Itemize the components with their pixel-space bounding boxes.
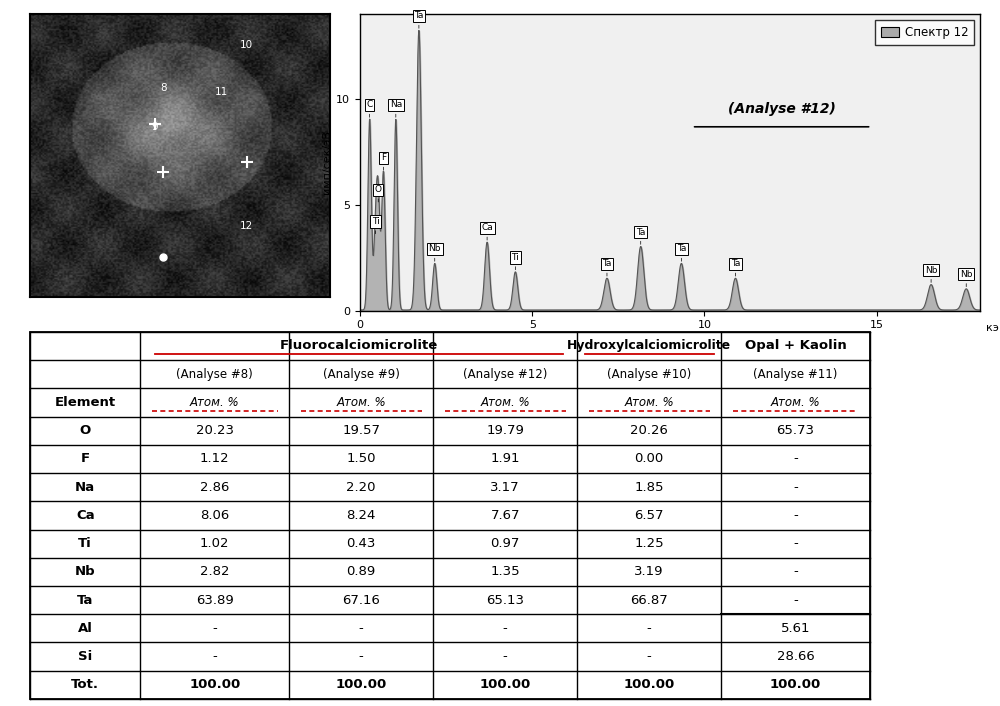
Text: 8: 8 [160, 83, 167, 92]
Text: -: - [212, 622, 217, 635]
Text: 0.43: 0.43 [347, 537, 376, 550]
Text: 100.00: 100.00 [189, 678, 240, 691]
Text: 1.91: 1.91 [490, 453, 520, 465]
Text: Nb: Nb [75, 566, 96, 578]
Y-axis label: имп/сек/эВ: имп/сек/эВ [322, 131, 332, 194]
Text: Fluorocalciomicrolite: Fluorocalciomicrolite [280, 340, 438, 352]
Text: 20.26: 20.26 [630, 424, 668, 437]
Text: Ca: Ca [481, 223, 493, 240]
Text: 1.35: 1.35 [490, 566, 520, 578]
Text: -: - [647, 622, 652, 635]
Text: 67.16: 67.16 [342, 594, 380, 606]
Text: 1.12: 1.12 [200, 453, 230, 465]
Text: 100.00: 100.00 [770, 678, 821, 691]
Text: 100.00: 100.00 [336, 678, 387, 691]
Text: (Analyse #8): (Analyse #8) [176, 368, 253, 381]
Text: 7.67: 7.67 [490, 509, 520, 522]
Text: 2.20: 2.20 [346, 481, 376, 493]
Text: 12: 12 [240, 221, 253, 231]
Text: 19.57: 19.57 [342, 424, 380, 437]
Text: F: F [381, 153, 386, 170]
Text: Ta: Ta [677, 244, 686, 261]
Text: -: - [503, 650, 508, 663]
Text: 1.25: 1.25 [634, 537, 664, 550]
Text: Tot.: Tot. [71, 678, 99, 691]
Text: Атом. %: Атом. % [624, 396, 674, 409]
Text: Ta: Ta [414, 11, 424, 28]
Text: 10: 10 [240, 40, 253, 50]
Text: 100.00: 100.00 [624, 678, 675, 691]
Text: -: - [793, 481, 798, 493]
Text: -: - [647, 650, 652, 663]
Text: C: C [367, 100, 373, 117]
Text: (Analyse #11): (Analyse #11) [753, 368, 838, 381]
Text: 19.79: 19.79 [486, 424, 524, 437]
Text: 65.73: 65.73 [777, 424, 815, 437]
Text: Атом. %: Атом. % [190, 396, 240, 409]
Text: 65.13: 65.13 [486, 594, 524, 606]
Text: 0.97: 0.97 [491, 537, 520, 550]
Text: 1.50: 1.50 [346, 453, 376, 465]
Bar [30, 332, 870, 699]
Text: Ti: Ti [372, 217, 379, 234]
Text: -: - [212, 650, 217, 663]
Text: -: - [793, 594, 798, 606]
Text: Na: Na [390, 100, 402, 117]
Text: 6.57: 6.57 [634, 509, 664, 522]
Text: Ti: Ti [78, 537, 92, 550]
Text: Ta: Ta [77, 594, 93, 606]
Text: (Analyse #9): (Analyse #9) [323, 368, 400, 381]
Text: (Analyse #12): (Analyse #12) [728, 102, 836, 116]
Text: Nb: Nb [428, 244, 441, 261]
Text: 3.17: 3.17 [490, 481, 520, 493]
Text: 63.89: 63.89 [196, 594, 234, 606]
Text: 0.00: 0.00 [635, 453, 664, 465]
Text: 1.85: 1.85 [634, 481, 664, 493]
Text: 8.24: 8.24 [347, 509, 376, 522]
Text: -: - [793, 509, 798, 522]
Text: Hydroxylcalciomicrolite: Hydroxylcalciomicrolite [567, 340, 731, 352]
Text: O: O [80, 424, 91, 437]
Text: Nb: Nb [960, 270, 972, 287]
Text: Nb: Nb [925, 265, 937, 282]
Text: 3.19: 3.19 [634, 566, 664, 578]
Text: Al: Al [78, 622, 93, 635]
Text: 5.61: 5.61 [781, 622, 810, 635]
Text: Element: Element [55, 396, 116, 409]
Legend: Спектр 12: Спектр 12 [875, 20, 974, 44]
Text: 66.87: 66.87 [630, 594, 668, 606]
Text: (Analyse #12): (Analyse #12) [463, 368, 547, 381]
Text: Opal + Kaolin: Opal + Kaolin [745, 340, 846, 352]
Text: 9: 9 [152, 122, 158, 132]
Text: 28.66: 28.66 [777, 650, 814, 663]
Text: Атом. %: Атом. % [771, 396, 820, 409]
Text: -: - [793, 537, 798, 550]
Text: (Analyse #10): (Analyse #10) [607, 368, 691, 381]
Text: O: O [375, 185, 382, 202]
Text: 2.82: 2.82 [200, 566, 230, 578]
Text: -: - [359, 650, 364, 663]
Text: Ti: Ti [511, 253, 519, 270]
Text: 100.00: 100.00 [480, 678, 531, 691]
Text: Атом. %: Атом. % [336, 396, 386, 409]
Text: 8.06: 8.06 [200, 509, 229, 522]
Text: 20.23: 20.23 [196, 424, 234, 437]
Text: F: F [81, 453, 90, 465]
Text: Na: Na [75, 481, 95, 493]
Text: Атом. %: Атом. % [480, 396, 530, 409]
Text: кэВ: кэВ [986, 323, 1000, 333]
Text: -: - [359, 622, 364, 635]
Text: Ta: Ta [731, 259, 740, 276]
Text: Si: Si [78, 650, 92, 663]
Text: -: - [793, 566, 798, 578]
Text: -: - [793, 453, 798, 465]
Text: 2.86: 2.86 [200, 481, 229, 493]
Text: Ta: Ta [636, 227, 645, 244]
Text: -: - [503, 622, 508, 635]
Text: Ta: Ta [602, 259, 612, 276]
Text: 1.02: 1.02 [200, 537, 230, 550]
Text: 11: 11 [215, 87, 228, 97]
Text: Ca: Ca [76, 509, 95, 522]
Text: 0.89: 0.89 [347, 566, 376, 578]
